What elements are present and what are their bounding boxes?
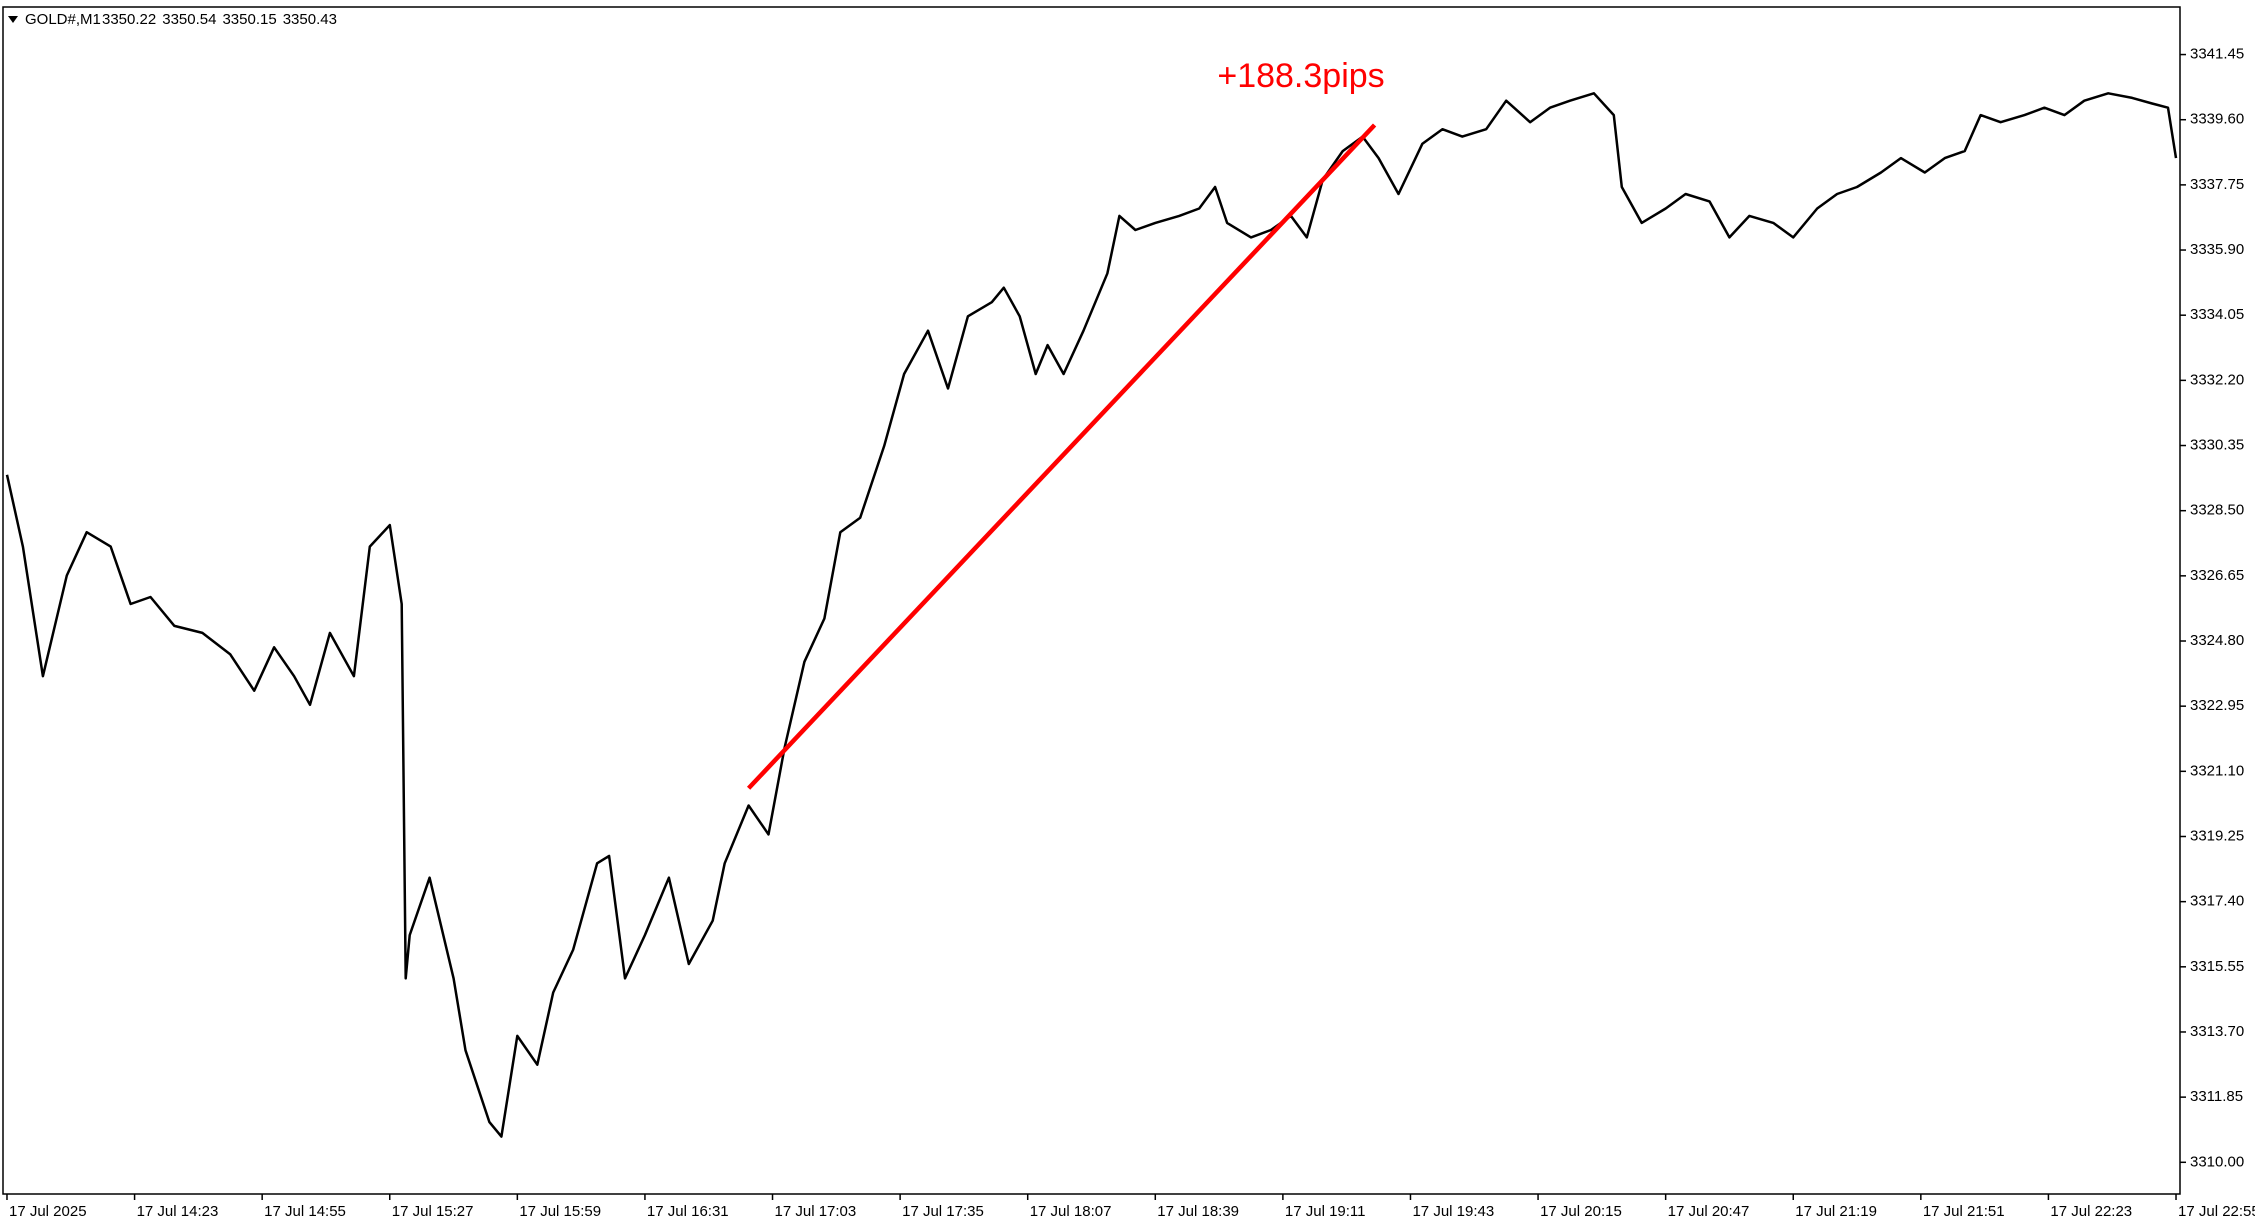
y-tick-label: 3334.05 <box>2190 306 2244 323</box>
y-tick-label: 3326.65 <box>2190 567 2244 584</box>
y-tick-label: 3339.60 <box>2190 111 2244 128</box>
header-value: 3350.54 <box>162 11 216 28</box>
header-values: 3350.22 3350.54 3350.15 3350.43 <box>102 11 337 28</box>
x-tick-label: 17 Jul 17:35 <box>902 1203 984 1220</box>
x-tick-label: 17 Jul 21:51 <box>1923 1203 2005 1220</box>
x-tick-label: 17 Jul 20:15 <box>1540 1203 1622 1220</box>
x-tick-label: 17 Jul 15:59 <box>519 1203 601 1220</box>
x-tick-label: 17 Jul 14:55 <box>264 1203 346 1220</box>
x-tick-label: 17 Jul 22:23 <box>2050 1203 2132 1220</box>
x-tick-label: 17 Jul 21:19 <box>1795 1203 1877 1220</box>
x-tick-label: 17 Jul 20:47 <box>1668 1203 1750 1220</box>
y-tick-label: 3335.90 <box>2190 241 2244 258</box>
y-tick-label: 3330.35 <box>2190 436 2244 453</box>
x-tick-label: 17 Jul 18:07 <box>1030 1203 1112 1220</box>
y-tick-label: 3313.70 <box>2190 1023 2244 1040</box>
y-tick-label: 3310.00 <box>2190 1153 2244 1170</box>
x-tick-label: 17 Jul 19:43 <box>1412 1203 1494 1220</box>
header-value: 3350.43 <box>283 11 337 28</box>
y-tick-label: 3321.10 <box>2190 762 2244 779</box>
header-value: 3350.15 <box>222 11 276 28</box>
y-tick-label: 3337.75 <box>2190 176 2244 193</box>
x-tick-label: 17 Jul 2025 <box>9 1203 87 1220</box>
x-tick-label: 17 Jul 19:11 <box>1285 1203 1366 1220</box>
x-tick-label: 17 Jul 17:03 <box>775 1203 857 1220</box>
y-tick-label: 3315.55 <box>2190 958 2244 975</box>
y-tick-label: 3328.50 <box>2190 502 2244 519</box>
price-line <box>5 92 2178 1138</box>
menu-arrow[interactable] <box>8 16 18 23</box>
x-tick-label: 17 Jul 15:27 <box>392 1203 474 1220</box>
y-tick-label: 3322.95 <box>2190 697 2244 714</box>
y-tick-label: 3319.25 <box>2190 827 2244 844</box>
chart-title: GOLD#,M1 <box>25 11 101 28</box>
annotation-line <box>746 123 1377 790</box>
y-tick-label: 3332.20 <box>2190 371 2244 388</box>
y-tick-label: 3324.80 <box>2190 632 2244 649</box>
x-tick-label: 17 Jul 14:23 <box>137 1203 219 1220</box>
x-tick-label: 17 Jul 22:55 <box>2178 1203 2255 1220</box>
annotation-text: +188.3pips <box>1217 57 1384 95</box>
plot-frame <box>2 6 2181 1195</box>
header-value: 3350.22 <box>102 11 156 28</box>
y-tick-label: 3317.40 <box>2190 893 2244 910</box>
x-tick-label: 17 Jul 16:31 <box>647 1203 729 1220</box>
x-tick-label: 17 Jul 18:39 <box>1157 1203 1239 1220</box>
y-tick-label: 3341.45 <box>2190 46 2244 63</box>
y-tick-label: 3311.85 <box>2190 1088 2243 1105</box>
